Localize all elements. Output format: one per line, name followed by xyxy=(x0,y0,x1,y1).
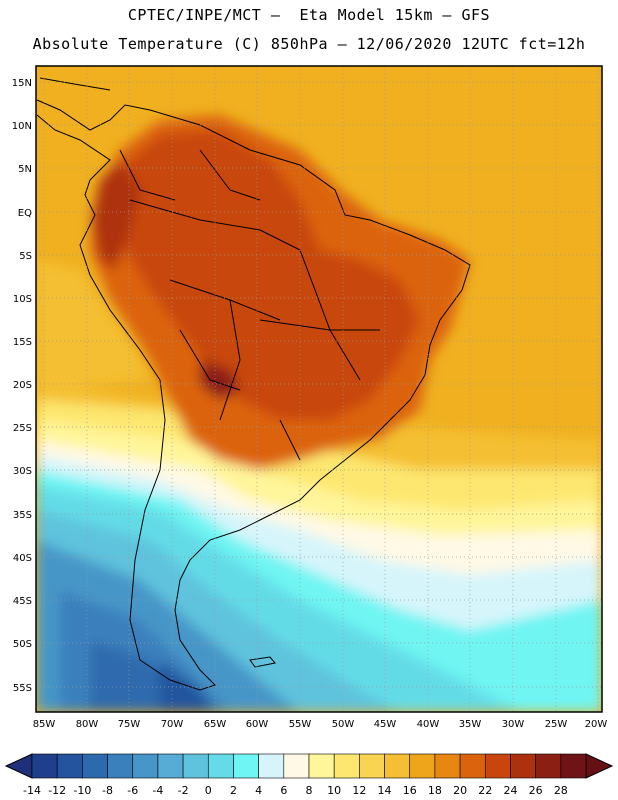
lat-label: 50S xyxy=(13,639,32,650)
colorbar-label: 28 xyxy=(554,784,568,797)
lat-label: 35S xyxy=(13,510,32,521)
colorbar-swatch xyxy=(258,753,285,779)
falkland-islands xyxy=(249,656,276,668)
colorbar-swatch xyxy=(409,753,436,779)
colorbar-label: 26 xyxy=(529,784,543,797)
colorbar-label: -12 xyxy=(48,784,66,797)
lat-label: 30S xyxy=(13,466,32,477)
lon-label: 40W xyxy=(417,719,440,730)
temperature-field xyxy=(36,66,602,712)
latitude-axis: 15N 10N 5N EQ 5S 10S 15S 20S 25S 30S 35S… xyxy=(12,78,32,694)
internal-borders xyxy=(119,149,380,461)
colorbar-label: 16 xyxy=(403,784,417,797)
colorbar-label: 12 xyxy=(352,784,366,797)
colorbar-label: 22 xyxy=(478,784,492,797)
title-line-1: CPTEC/INPE/MCT – Eta Model 15km – GFS xyxy=(127,6,491,24)
lat-label: 45S xyxy=(13,596,32,607)
lat-label: 5N xyxy=(18,164,32,175)
colorbar-label: 8 xyxy=(306,784,313,797)
cuba-caribbean xyxy=(39,77,111,91)
colorbar-swatch xyxy=(459,753,486,779)
colorbar-swatch xyxy=(560,753,587,779)
lat-label: 25S xyxy=(13,423,32,434)
colorbar-label: 20 xyxy=(453,784,467,797)
colorbar-swatch xyxy=(283,753,310,779)
colorbar-swatch xyxy=(510,753,536,779)
colorbar-label: -6 xyxy=(127,784,138,797)
colorbar-label: -8 xyxy=(102,784,113,797)
colorbar-label: 6 xyxy=(280,784,287,797)
colorbar-label: -2 xyxy=(178,784,189,797)
colorbar-label: 4 xyxy=(255,784,262,797)
colorbar-swatch xyxy=(107,753,134,779)
colorbar-label: 0 xyxy=(205,784,212,797)
colorbar-label: -14 xyxy=(23,784,41,797)
colorbar-swatch xyxy=(233,753,259,779)
lon-label: 30W xyxy=(502,719,525,730)
lon-label: 85W xyxy=(33,719,56,730)
lon-label: 20W xyxy=(585,719,608,730)
colorbar-swatch xyxy=(308,753,335,779)
colorbar-label: 2 xyxy=(230,784,237,797)
colorbar-swatch xyxy=(157,753,184,779)
lon-label: 25W xyxy=(545,719,568,730)
lat-label: 15N xyxy=(12,78,32,89)
colorbar-under-arrow xyxy=(4,753,33,779)
colorbar-label: -4 xyxy=(152,784,163,797)
colorbar-swatch xyxy=(333,753,360,779)
lon-label: 55W xyxy=(289,719,312,730)
lat-label: 10N xyxy=(12,121,32,132)
lat-label: 20S xyxy=(13,380,32,391)
south-america-coastline xyxy=(36,99,471,691)
lon-label: 70W xyxy=(161,719,184,730)
lat-label: 15S xyxy=(13,337,32,348)
colorbar-over-arrow xyxy=(585,753,614,779)
lon-label: 60W xyxy=(246,719,269,730)
colorbar-swatch xyxy=(359,753,385,779)
lon-label: 65W xyxy=(204,719,227,730)
lat-label: 40S xyxy=(13,553,32,564)
colorbar-label: 10 xyxy=(327,784,341,797)
colorbar-swatch xyxy=(132,753,159,779)
lat-label: EQ xyxy=(18,208,32,219)
colorbar-swatch xyxy=(384,753,411,779)
lon-label: 45W xyxy=(374,719,397,730)
lon-label: 50W xyxy=(332,719,355,730)
colorbar-swatch xyxy=(484,753,511,779)
lat-label: 5S xyxy=(19,251,32,262)
colorbar-label: 18 xyxy=(428,784,442,797)
colorbar: -14 -12 -10 -8 -6 -4 -2 0 2 4 6 8 10 12 14 16 18 20 22 24 26… xyxy=(4,753,614,797)
title-line-2: Absolute Temperature (C) 850hPa – 12/06/… xyxy=(32,35,586,53)
colorbar-swatch xyxy=(207,753,234,779)
lon-label: 75W xyxy=(118,719,141,730)
colorbar-swatch xyxy=(56,753,83,779)
longitude-axis: 85W 80W 75W 70W 65W 60W 55W 50W 45W 40W … xyxy=(33,719,608,730)
colorbar-swatch xyxy=(535,753,562,779)
colorbar-swatch xyxy=(182,753,209,779)
colorbar-swatch xyxy=(31,753,58,779)
coastline-borders xyxy=(36,77,471,691)
colorbar-label: 14 xyxy=(378,784,392,797)
colorbar-label: -10 xyxy=(73,784,91,797)
colorbar-swatch xyxy=(82,753,108,779)
lon-label: 35W xyxy=(459,719,482,730)
lat-label: 10S xyxy=(13,294,32,305)
plot-frame xyxy=(35,65,603,713)
lon-label: 80W xyxy=(76,719,99,730)
colorbar-swatch xyxy=(434,753,461,779)
colorbar-label: 24 xyxy=(503,784,517,797)
lat-label: 55S xyxy=(13,683,32,694)
